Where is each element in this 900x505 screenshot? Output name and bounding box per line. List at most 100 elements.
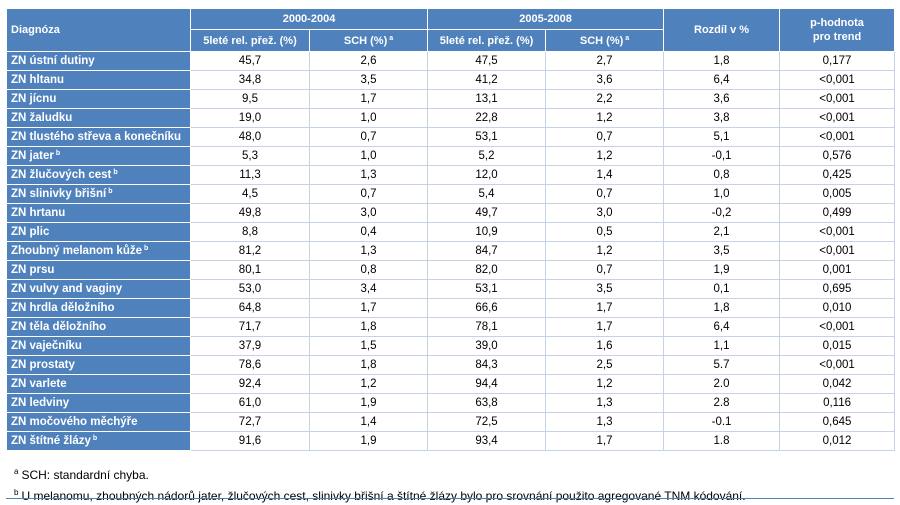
table-row: ZN tlustého střeva a konečníku 48,0 0,7 53,… bbox=[6, 127, 896, 147]
header-diagnosis: Diagnóza bbox=[6, 8, 191, 52]
header-p-value-line2: pro trend bbox=[812, 31, 862, 43]
cell-survival-2000-2004: 34,8 bbox=[190, 70, 310, 90]
cell-difference: 1,0 bbox=[663, 184, 781, 204]
cell-p-value: 0,001 bbox=[779, 260, 896, 280]
row-diagnosis: ZN plic bbox=[6, 222, 191, 242]
cell-p-value: 0,042 bbox=[779, 374, 896, 394]
cell-survival-2005-2008: 12,0 bbox=[427, 165, 547, 185]
cell-survival-2005-2008: 22,8 bbox=[427, 108, 547, 128]
row-diagnosis-label: ZN plic bbox=[11, 226, 50, 238]
cell-sch-2000-2004: 3,0 bbox=[308, 203, 429, 223]
cell-p-value: <0,001 bbox=[779, 222, 896, 242]
cell-survival-2000-2004: 78,6 bbox=[190, 355, 310, 375]
row-diagnosis: ZN slinivky břišní b bbox=[6, 184, 191, 204]
cell-survival-2005-2008: 49,7 bbox=[427, 203, 547, 223]
row-diagnosis-label: ZN hrdla děložního bbox=[11, 302, 115, 314]
cell-difference: 0,8 bbox=[663, 165, 781, 185]
table-row: ZN štítné žlázy b 91,6 1,9 93,4 1,7 1.8 0,012 bbox=[6, 431, 896, 451]
cell-survival-2005-2008: 47,5 bbox=[427, 51, 547, 71]
row-diagnosis-label: ZN žaludku bbox=[11, 112, 73, 124]
cell-p-value: 0,576 bbox=[779, 146, 896, 166]
cell-survival-2000-2004: 37,9 bbox=[190, 336, 310, 356]
row-diagnosis-label: ZN vaječníku bbox=[11, 340, 82, 352]
row-diagnosis-footnote-marker: b bbox=[55, 150, 61, 157]
cell-sch-2005-2008: 1,2 bbox=[545, 374, 665, 394]
row-diagnosis-label: ZN varlete bbox=[11, 378, 67, 390]
cell-survival-2000-2004: 91,6 bbox=[190, 431, 310, 451]
cell-p-value: <0,001 bbox=[779, 127, 896, 147]
header-sch-1-label: SCH (%) bbox=[343, 34, 388, 47]
header-sch-1: SCH (%) a bbox=[308, 29, 429, 52]
cell-survival-2005-2008: 53,1 bbox=[427, 279, 547, 299]
cell-survival-2005-2008: 72,5 bbox=[427, 412, 547, 432]
cell-sch-2000-2004: 1,7 bbox=[308, 89, 429, 109]
row-diagnosis-label: ZN hrtanu bbox=[11, 207, 66, 219]
row-diagnosis-label: ZN prsu bbox=[11, 264, 55, 276]
table-row: ZN hrtanu 49,8 3,0 49,7 3,0 -0,2 0,499 bbox=[6, 203, 896, 223]
cell-survival-2000-2004: 81,2 bbox=[190, 241, 310, 261]
cell-survival-2005-2008: 53,1 bbox=[427, 127, 547, 147]
cell-sch-2005-2008: 1,2 bbox=[545, 146, 665, 166]
row-diagnosis-label: ZN prostaty bbox=[11, 359, 75, 371]
cell-sch-2000-2004: 0,8 bbox=[308, 260, 429, 280]
bottom-rule bbox=[6, 498, 894, 499]
cell-sch-2005-2008: 1,2 bbox=[545, 241, 665, 261]
row-diagnosis-label: ZN močového měchýře bbox=[11, 416, 138, 428]
row-diagnosis-label: Zhoubný melanom kůže bbox=[11, 245, 142, 257]
footnote-a-text: SCH: standardní chyba. bbox=[21, 468, 149, 482]
cell-sch-2005-2008: 1,3 bbox=[545, 412, 665, 432]
cell-sch-2005-2008: 3,6 bbox=[545, 70, 665, 90]
cell-difference: 0,1 bbox=[663, 279, 781, 299]
cell-survival-2000-2004: 92,4 bbox=[190, 374, 310, 394]
table-row: ZN prostaty 78,6 1,8 84,3 2,5 5.7 <0,001 bbox=[6, 355, 896, 375]
row-diagnosis: ZN prsu bbox=[6, 260, 191, 280]
cell-p-value: 0,177 bbox=[779, 51, 896, 71]
cell-sch-2000-2004: 0,7 bbox=[308, 184, 429, 204]
cell-p-value: 0,015 bbox=[779, 336, 896, 356]
header-sch-2: SCH (%) a bbox=[545, 29, 665, 52]
cell-sch-2000-2004: 1,8 bbox=[308, 317, 429, 337]
cell-sch-2005-2008: 1,6 bbox=[545, 336, 665, 356]
cell-survival-2005-2008: 39,0 bbox=[427, 336, 547, 356]
cell-difference: 3,8 bbox=[663, 108, 781, 128]
row-diagnosis: ZN žlučových cest b bbox=[6, 165, 191, 185]
footnote-a: a SCH: standardní chyba. bbox=[14, 463, 746, 484]
cell-p-value: 0,012 bbox=[779, 431, 896, 451]
footnote-b-text: U melanomu, zhoubných nádorů jater, žluč… bbox=[21, 489, 746, 503]
header-sch-2-label: SCH (%) bbox=[579, 34, 624, 47]
cell-p-value: 0,425 bbox=[779, 165, 896, 185]
cell-survival-2005-2008: 10,9 bbox=[427, 222, 547, 242]
cell-survival-2000-2004: 48,0 bbox=[190, 127, 310, 147]
cell-survival-2005-2008: 41,2 bbox=[427, 70, 547, 90]
row-diagnosis: ZN prostaty bbox=[6, 355, 191, 375]
table-row: ZN hltanu 34,8 3,5 41,2 3,6 6,4 <0,001 bbox=[6, 70, 896, 90]
row-diagnosis: Zhoubný melanom kůže b bbox=[6, 241, 191, 261]
table-row: ZN žaludku 19,0 1,0 22,8 1,2 3,8 <0,001 bbox=[6, 108, 896, 128]
cell-p-value: 0,645 bbox=[779, 412, 896, 432]
cell-survival-2000-2004: 45,7 bbox=[190, 51, 310, 71]
cell-sch-2005-2008: 2,5 bbox=[545, 355, 665, 375]
cell-survival-2005-2008: 93,4 bbox=[427, 431, 547, 451]
row-diagnosis-footnote-marker: b bbox=[113, 169, 118, 176]
row-diagnosis-label: ZN slinivky břišní bbox=[11, 188, 107, 200]
cell-sch-2005-2008: 1,2 bbox=[545, 108, 665, 128]
cell-difference: 6,4 bbox=[663, 317, 781, 337]
cell-sch-2005-2008: 1,3 bbox=[545, 393, 665, 413]
cell-p-value: <0,001 bbox=[779, 70, 896, 90]
header-p-value: p-hodnota pro trend bbox=[779, 8, 896, 52]
cell-difference: 2,1 bbox=[663, 222, 781, 242]
header-p-value-line1: p-hodnota bbox=[810, 17, 864, 29]
cell-p-value: <0,001 bbox=[779, 108, 896, 128]
row-diagnosis: ZN těla děložního bbox=[6, 317, 191, 337]
row-diagnosis-label: ZN tlustého střeva a konečníku bbox=[11, 131, 181, 143]
row-diagnosis-label: ZN štítné žlázy bbox=[11, 435, 91, 447]
cell-difference: 5.7 bbox=[663, 355, 781, 375]
cell-sch-2000-2004: 1,7 bbox=[308, 298, 429, 318]
cell-sch-2000-2004: 1,9 bbox=[308, 431, 429, 451]
cell-difference: 5,1 bbox=[663, 127, 781, 147]
cell-difference: 1.8 bbox=[663, 431, 781, 451]
cell-survival-2000-2004: 8,8 bbox=[190, 222, 310, 242]
row-diagnosis-label: ZN jater bbox=[11, 150, 54, 162]
